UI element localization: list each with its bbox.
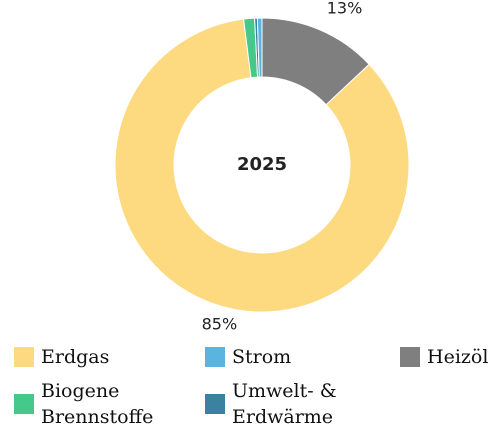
donut-segment	[256, 17, 263, 78]
value-label: 85%	[202, 314, 238, 333]
legend-item: Strom	[205, 344, 367, 370]
value-label: 13%	[327, 0, 363, 17]
legend-item: Umwelt- & Erdwärme	[205, 378, 367, 430]
legend-swatch	[205, 347, 225, 367]
donut-segment	[114, 18, 410, 313]
center-label: 2025	[237, 154, 287, 175]
legend-item: Erdgas	[14, 344, 176, 370]
legend-swatch	[14, 347, 34, 367]
legend-label: Erdgas	[41, 346, 110, 368]
legend-swatch	[205, 394, 225, 414]
legend-label: Heizöl	[427, 346, 489, 368]
chart: 2025 13% 85%	[114, 0, 410, 333]
legend-swatch	[14, 394, 34, 414]
legend-swatch	[400, 347, 420, 367]
legend-item: Heizöl	[400, 344, 503, 370]
legend-label: Umwelt- & Erdwärme	[232, 380, 337, 428]
legend-label: Strom	[232, 346, 292, 368]
legend-label: Biogene Brennstoffe	[41, 380, 154, 428]
legend-item: Biogene Brennstoffe	[14, 378, 176, 430]
